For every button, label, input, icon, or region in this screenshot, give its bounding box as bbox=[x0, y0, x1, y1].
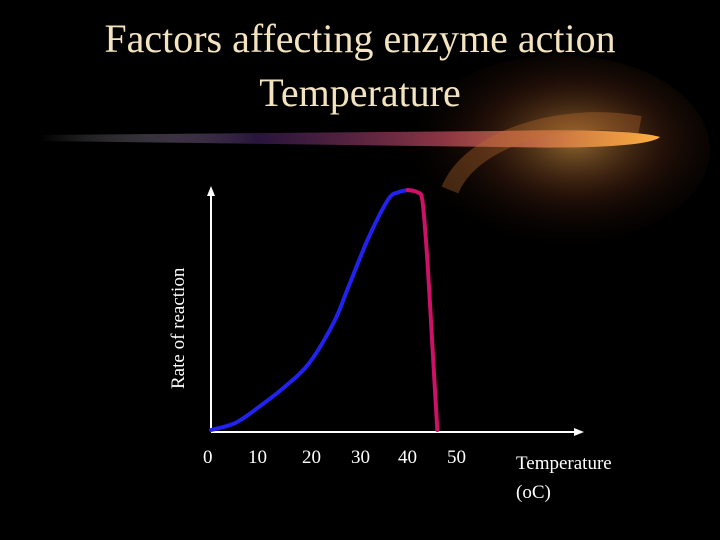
x-tick-label-2: 20 bbox=[302, 447, 321, 468]
x-tick-label-5: 50 bbox=[447, 447, 466, 468]
y-axis-title: Rate of reaction bbox=[168, 267, 189, 389]
x-axis-arrow bbox=[574, 428, 584, 436]
swoosh-arc bbox=[441, 112, 642, 194]
x-tick-label-0: 0 bbox=[203, 447, 213, 468]
x-tick-label-1: 10 bbox=[248, 447, 267, 468]
decorative-swoosh bbox=[40, 55, 710, 245]
slide-subtitle: Temperature bbox=[259, 70, 461, 115]
x-axis-unit: (oC) bbox=[516, 482, 551, 503]
x-axis-title: Temperature bbox=[516, 453, 612, 474]
falling-curve-line bbox=[405, 188, 440, 432]
y-axis-arrow bbox=[207, 186, 215, 196]
swoosh-band bbox=[40, 130, 660, 148]
slide-title: Factors affecting enzyme action bbox=[104, 16, 616, 61]
x-tick-label-4: 40 bbox=[398, 447, 417, 468]
x-tick-label-3: 30 bbox=[351, 447, 370, 468]
rising-curve-line bbox=[209, 188, 410, 432]
swoosh-glow bbox=[410, 55, 710, 245]
